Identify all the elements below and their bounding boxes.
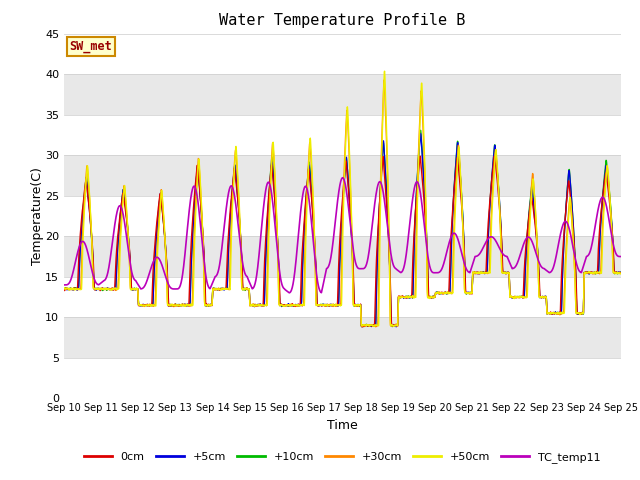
Bar [64,74,621,115]
Legend: 0cm, +5cm, +10cm, +30cm, +50cm, TC_temp11: 0cm, +5cm, +10cm, +30cm, +50cm, TC_temp1… [79,448,605,468]
Bar [64,317,621,358]
Y-axis label: Temperature(C): Temperature(C) [31,167,44,265]
Bar [64,196,621,236]
Bar [64,34,621,74]
X-axis label: Time: Time [327,419,358,432]
Bar [64,115,621,155]
Title: Water Temperature Profile B: Water Temperature Profile B [220,13,465,28]
Text: SW_met: SW_met [70,40,112,53]
Bar [64,236,621,277]
Bar [64,155,621,196]
Bar [64,358,621,398]
Bar [64,277,621,317]
